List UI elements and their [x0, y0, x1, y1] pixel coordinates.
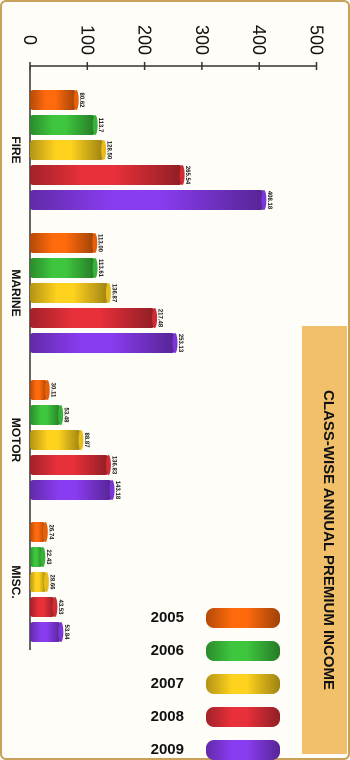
legend-label: 2007 — [151, 675, 184, 692]
value-label: 136.83 — [110, 456, 116, 475]
bar-cap — [92, 115, 98, 135]
value-label: 408.18 — [266, 191, 272, 210]
value-label: 22.43 — [45, 549, 51, 565]
bar-2005-marine — [30, 233, 95, 253]
legend-swatch-2007 — [206, 674, 280, 694]
legend-swatch-2008 — [206, 707, 280, 727]
bar-cap — [105, 283, 111, 303]
bar-2006-motor — [30, 405, 61, 425]
category-label: MARINE — [9, 269, 23, 316]
bar-cap — [101, 140, 107, 160]
tick-label: 200 — [135, 25, 155, 55]
bar-cap — [172, 333, 178, 353]
bar-cap — [109, 480, 115, 500]
bar-cap — [152, 308, 158, 328]
legend-swatch-2006 — [206, 641, 280, 661]
bar-2007-motor — [30, 430, 81, 450]
value-label: 26.74 — [47, 524, 53, 540]
bar-cap — [78, 430, 84, 450]
bar-2006-misc — [30, 547, 43, 567]
bar-2007-fire — [30, 140, 104, 160]
bar-2008-motor — [30, 455, 109, 475]
value-label: 113.00 — [97, 234, 103, 253]
tick-label: 300 — [192, 25, 212, 55]
bar-2008-fire — [30, 165, 183, 185]
tick-label: 100 — [77, 25, 97, 55]
value-label: 43.53 — [57, 599, 63, 615]
bar-2009-fire — [30, 190, 264, 210]
bar-cap — [52, 597, 58, 617]
bar-2005-misc — [30, 522, 46, 542]
bar-cap — [43, 572, 49, 592]
bar-2006-marine — [30, 258, 96, 278]
bar-cap — [92, 258, 98, 278]
value-label: 53.48 — [63, 407, 69, 423]
legend-swatch-2009 — [206, 740, 280, 760]
bar-cap — [92, 233, 98, 253]
bar-cap — [179, 165, 185, 185]
value-label: 136.87 — [110, 284, 116, 303]
tick-label: 0 — [20, 35, 40, 45]
value-label: 253.13 — [177, 334, 183, 353]
legend-label: 2009 — [151, 741, 184, 758]
value-label: 128.50 — [106, 141, 112, 160]
value-label: 88.87 — [83, 432, 89, 448]
chart-title: CLASS-WISE ANNUAL PREMIUM INCOME — [320, 390, 337, 690]
value-label: 53.84 — [63, 624, 69, 640]
bar-2009-motor — [30, 480, 113, 500]
bar-cap — [58, 622, 64, 642]
bar-cap — [73, 90, 79, 110]
value-label: 80.62 — [78, 92, 84, 108]
bar-2006-fire — [30, 115, 96, 135]
value-label: 265.54 — [184, 166, 190, 185]
bar-cap — [42, 522, 48, 542]
bar-cap — [58, 405, 64, 425]
bar-2008-misc — [30, 597, 55, 617]
bar-2009-marine — [30, 333, 176, 353]
value-label: 30.11 — [49, 383, 55, 398]
bar-cap — [44, 380, 50, 400]
value-label: 217.48 — [157, 309, 163, 328]
bar-cap — [261, 190, 267, 210]
bar-2008-marine — [30, 308, 155, 328]
legend-label: 2006 — [151, 642, 184, 659]
bar-2005-motor — [30, 380, 48, 400]
value-label: 113.7 — [97, 118, 103, 133]
legend-swatch-2005 — [206, 608, 280, 628]
bar-2009-misc — [30, 622, 61, 642]
title-box — [302, 326, 347, 754]
tick-label: 400 — [249, 25, 269, 55]
bar-2007-marine — [30, 283, 109, 303]
value-label: 143.18 — [114, 481, 120, 500]
legend-label: 2008 — [151, 708, 184, 725]
bar-2005-fire — [30, 90, 77, 110]
value-label: 28.66 — [48, 574, 54, 590]
category-label: MISC. — [9, 565, 23, 598]
tick-label: 500 — [307, 25, 327, 55]
category-label: MOTOR — [9, 418, 23, 463]
legend-label: 2005 — [151, 609, 184, 626]
bar-2007-misc — [30, 572, 47, 592]
category-label: FIRE — [9, 136, 23, 163]
value-label: 113.61 — [97, 259, 103, 278]
bar-cap — [40, 547, 46, 567]
bar-cap — [105, 455, 111, 475]
